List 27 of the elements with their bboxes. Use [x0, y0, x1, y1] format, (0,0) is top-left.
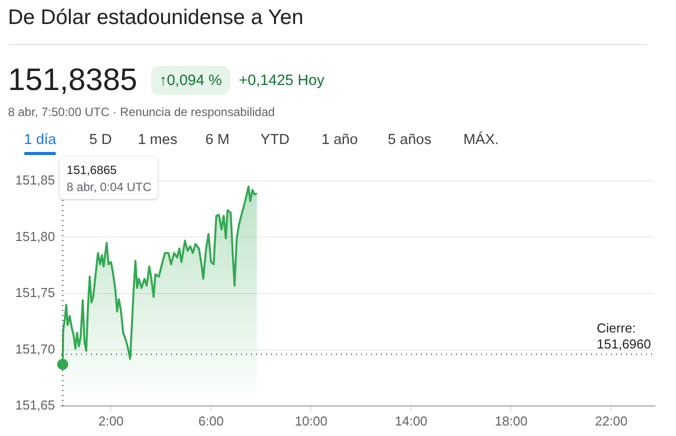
y-tick-label: 151,75	[15, 285, 55, 300]
y-tick-label: 151,70	[15, 341, 55, 356]
chart-title: De Dólar estadounidense a Yen	[8, 6, 304, 30]
text: 5 años	[388, 132, 432, 148]
annotation: 8 abr, 0:04 UTC	[66, 180, 152, 194]
ref-line-label: Cierre: 151,6960	[596, 320, 652, 352]
x-tick-label: 2:00	[98, 413, 124, 428]
text: 5 D	[89, 132, 112, 148]
text: 151,8385	[8, 62, 138, 98]
text: YTD	[260, 132, 290, 148]
text: 1 mes	[138, 132, 178, 148]
y-tick-label: 151,80	[15, 228, 55, 244]
text: 1 año	[322, 132, 358, 148]
text: ↑0,094 %	[151, 66, 230, 94]
text: 1 día	[24, 132, 56, 148]
chart-subtitle: 8 abr, 7:50:00 UTC · Renuncia de responsabilidad	[8, 105, 275, 119]
text: 151,6865	[66, 163, 118, 177]
y-tick-label: 151,85	[15, 172, 55, 188]
text: +0,1425 Hoy	[238, 72, 324, 88]
text: MÁX.	[463, 132, 499, 148]
x-tick-label: 10:00	[294, 413, 328, 428]
x-tick-label: 6:00	[198, 413, 224, 428]
y-tick-label: 151,65	[15, 398, 55, 413]
x-tick-label: 14:00	[394, 413, 428, 428]
text: 6 M	[205, 132, 230, 148]
x-tick-label: 22:00	[594, 413, 628, 428]
x-tick-label: 18:00	[494, 413, 528, 428]
